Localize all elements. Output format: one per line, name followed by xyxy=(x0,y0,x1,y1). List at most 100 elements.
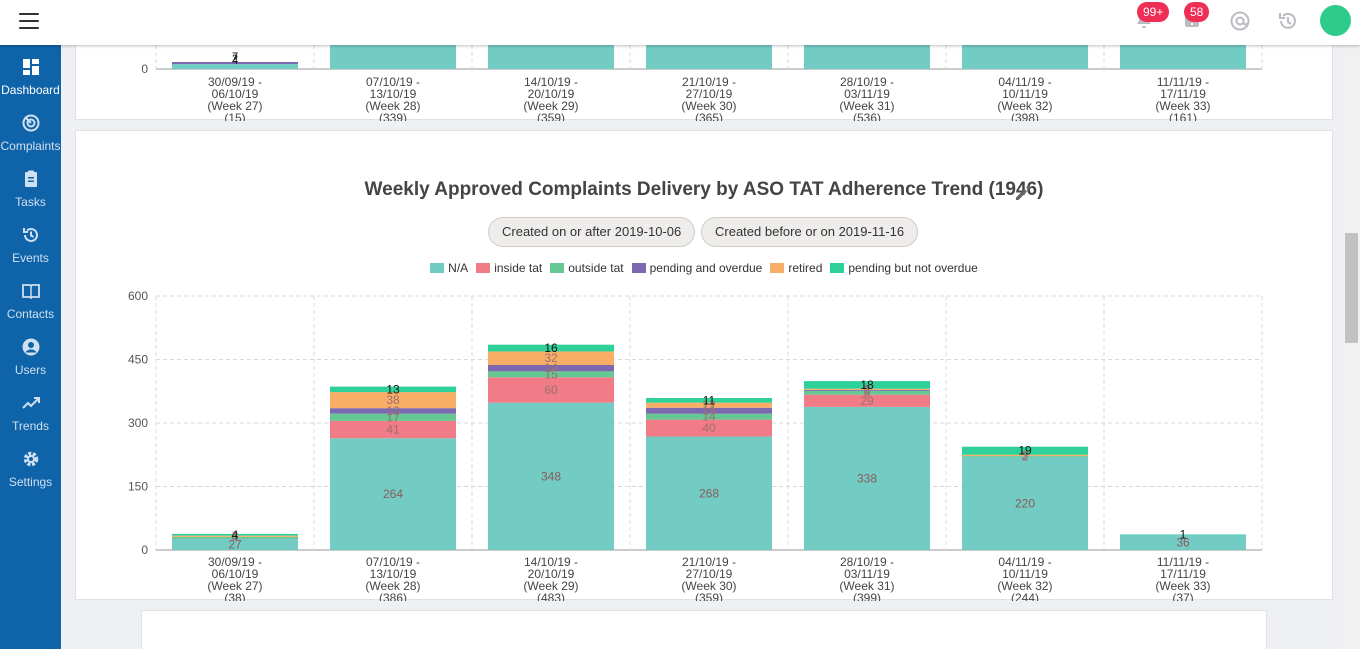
bar-segment[interactable] xyxy=(172,62,298,64)
bar-segment[interactable] xyxy=(488,365,614,372)
edit-icon[interactable] xyxy=(1014,184,1032,202)
legend-item[interactable]: pending and overdue xyxy=(631,261,762,275)
notifications-badge: 99+ xyxy=(1137,2,1170,22)
bar-segment[interactable] xyxy=(172,536,298,539)
x-tick-label: 21/10/19 - xyxy=(682,555,736,569)
x-tick-label: 10/11/19 xyxy=(1002,87,1048,101)
main-chart-card: Weekly Approved Complaints Delivery by A… xyxy=(75,130,1333,601)
y-tick-label: 150 xyxy=(128,480,148,494)
bar-segment[interactable] xyxy=(804,406,930,550)
bar-value-label: 2 xyxy=(232,53,238,65)
bar-segment[interactable] xyxy=(488,377,614,403)
bar-segment[interactable] xyxy=(962,446,1088,455)
scrollbar-thumb[interactable] xyxy=(1345,233,1358,343)
y-tick-label: 450 xyxy=(128,353,148,367)
bar-segment[interactable] xyxy=(962,456,1088,457)
x-tick-label: (536) xyxy=(853,111,881,121)
x-tick-label: 11/11/19 - xyxy=(1157,555,1209,569)
bar-segment[interactable] xyxy=(646,419,772,437)
x-tick-label: 07/10/19 - xyxy=(366,75,420,89)
x-tick-label: 27/10/19 xyxy=(686,87,733,101)
alert-icon[interactable]: 58 xyxy=(1180,2,1210,34)
bar-segment[interactable] xyxy=(804,381,930,389)
x-tick-label: (Week 33) xyxy=(1155,579,1210,593)
bar-segment[interactable] xyxy=(330,413,456,421)
sidebar-item-events[interactable]: Events xyxy=(0,225,61,281)
bar-segment[interactable] xyxy=(330,408,456,414)
bar-segment[interactable] xyxy=(172,63,298,69)
x-tick-label: 30/09/19 - xyxy=(208,75,262,89)
bar-value-label: 338 xyxy=(857,471,877,485)
filter-created-after[interactable]: Created on or after 2019-10-06 xyxy=(488,217,696,247)
legend-item[interactable]: N/A xyxy=(430,261,468,275)
bar-segment[interactable] xyxy=(172,533,298,536)
top-bar: 99+ 58 xyxy=(0,0,1360,45)
page-scrollbar[interactable] xyxy=(1343,45,1360,649)
at-icon[interactable] xyxy=(1228,10,1252,34)
x-tick-label: (359) xyxy=(537,111,565,121)
sidebar-item-users[interactable]: Users xyxy=(0,337,61,393)
x-tick-label: (Week 28) xyxy=(365,99,420,113)
bar-segment[interactable] xyxy=(962,454,1088,457)
x-tick-label: 14/10/19 - xyxy=(524,75,578,89)
bar-segment[interactable] xyxy=(330,420,456,439)
y-tick-label: 600 xyxy=(128,289,148,303)
y-tick-label: 0 xyxy=(141,543,148,557)
sidebar-item-contacts[interactable]: Contacts xyxy=(0,281,61,337)
x-tick-label: (386) xyxy=(379,591,407,601)
bar-segment[interactable] xyxy=(330,392,456,409)
bar-segment[interactable] xyxy=(488,344,614,352)
bell-icon[interactable]: 99+ xyxy=(1132,2,1170,34)
bar-segment[interactable] xyxy=(646,407,772,414)
bar-value-label: 4 xyxy=(232,55,238,67)
bar-segment[interactable] xyxy=(646,436,772,550)
x-tick-label: 30/09/19 - xyxy=(208,555,262,569)
bar-segment[interactable] xyxy=(804,389,930,391)
x-tick-label: (Week 27) xyxy=(207,99,262,113)
sidebar-item-tasks[interactable]: Tasks xyxy=(0,169,61,225)
x-tick-label: 13/10/19 xyxy=(370,87,417,101)
filter-created-before[interactable]: Created before or on 2019-11-16 xyxy=(701,217,919,247)
bar-value-label: 29 xyxy=(860,394,874,408)
bar-segment[interactable] xyxy=(488,351,614,366)
bar-value-label: 13 xyxy=(386,404,400,418)
sidebar-item-dashboard[interactable]: Dashboard xyxy=(0,57,61,113)
x-tick-label: (244) xyxy=(1011,591,1039,601)
legend-item[interactable]: outside tat xyxy=(550,261,624,275)
sidebar-item-settings[interactable]: Settings xyxy=(0,449,61,505)
legend-swatch xyxy=(830,263,845,273)
bar-segment[interactable] xyxy=(172,535,298,537)
bar-segment[interactable] xyxy=(488,402,614,550)
x-tick-label: 28/10/19 - xyxy=(840,555,894,569)
bar-segment[interactable] xyxy=(646,402,772,408)
complaints-icon xyxy=(22,114,39,132)
sidebar-item-complaints[interactable]: Complaints xyxy=(0,113,61,169)
bar-segment[interactable] xyxy=(330,386,456,393)
bar-segment[interactable] xyxy=(804,394,930,407)
bar-segment[interactable] xyxy=(962,456,1088,550)
legend-item[interactable]: pending but not overdue xyxy=(830,261,978,275)
bar-value-label: 18 xyxy=(860,378,874,392)
x-tick-label: (Week 32) xyxy=(997,579,1052,593)
sidebar-item-trends[interactable]: Trends xyxy=(0,393,61,449)
chart-title: Weekly Approved Complaints Delivery by A… xyxy=(364,179,1044,200)
menu-icon[interactable] xyxy=(19,13,39,29)
bar-segment[interactable] xyxy=(172,538,298,550)
legend-item[interactable]: retired xyxy=(770,261,822,275)
bar-value-label: 2 xyxy=(1022,449,1029,463)
avatar[interactable] xyxy=(1320,5,1351,36)
bar-segment[interactable] xyxy=(646,398,772,403)
history-icon[interactable] xyxy=(1276,10,1300,34)
x-tick-label: 17/11/19 xyxy=(1160,567,1206,581)
x-tick-label: (Week 29) xyxy=(523,579,578,593)
bar-value-label: 60 xyxy=(544,383,558,397)
legend-item[interactable]: inside tat xyxy=(476,261,542,275)
bar-segment[interactable] xyxy=(646,413,772,420)
bar-segment[interactable] xyxy=(1120,534,1246,550)
bar-segment[interactable] xyxy=(804,388,930,390)
bar-segment[interactable] xyxy=(488,371,614,378)
bar-segment[interactable] xyxy=(330,438,456,550)
bar-value-label: 12 xyxy=(702,398,716,412)
bar-segment[interactable] xyxy=(804,390,930,395)
